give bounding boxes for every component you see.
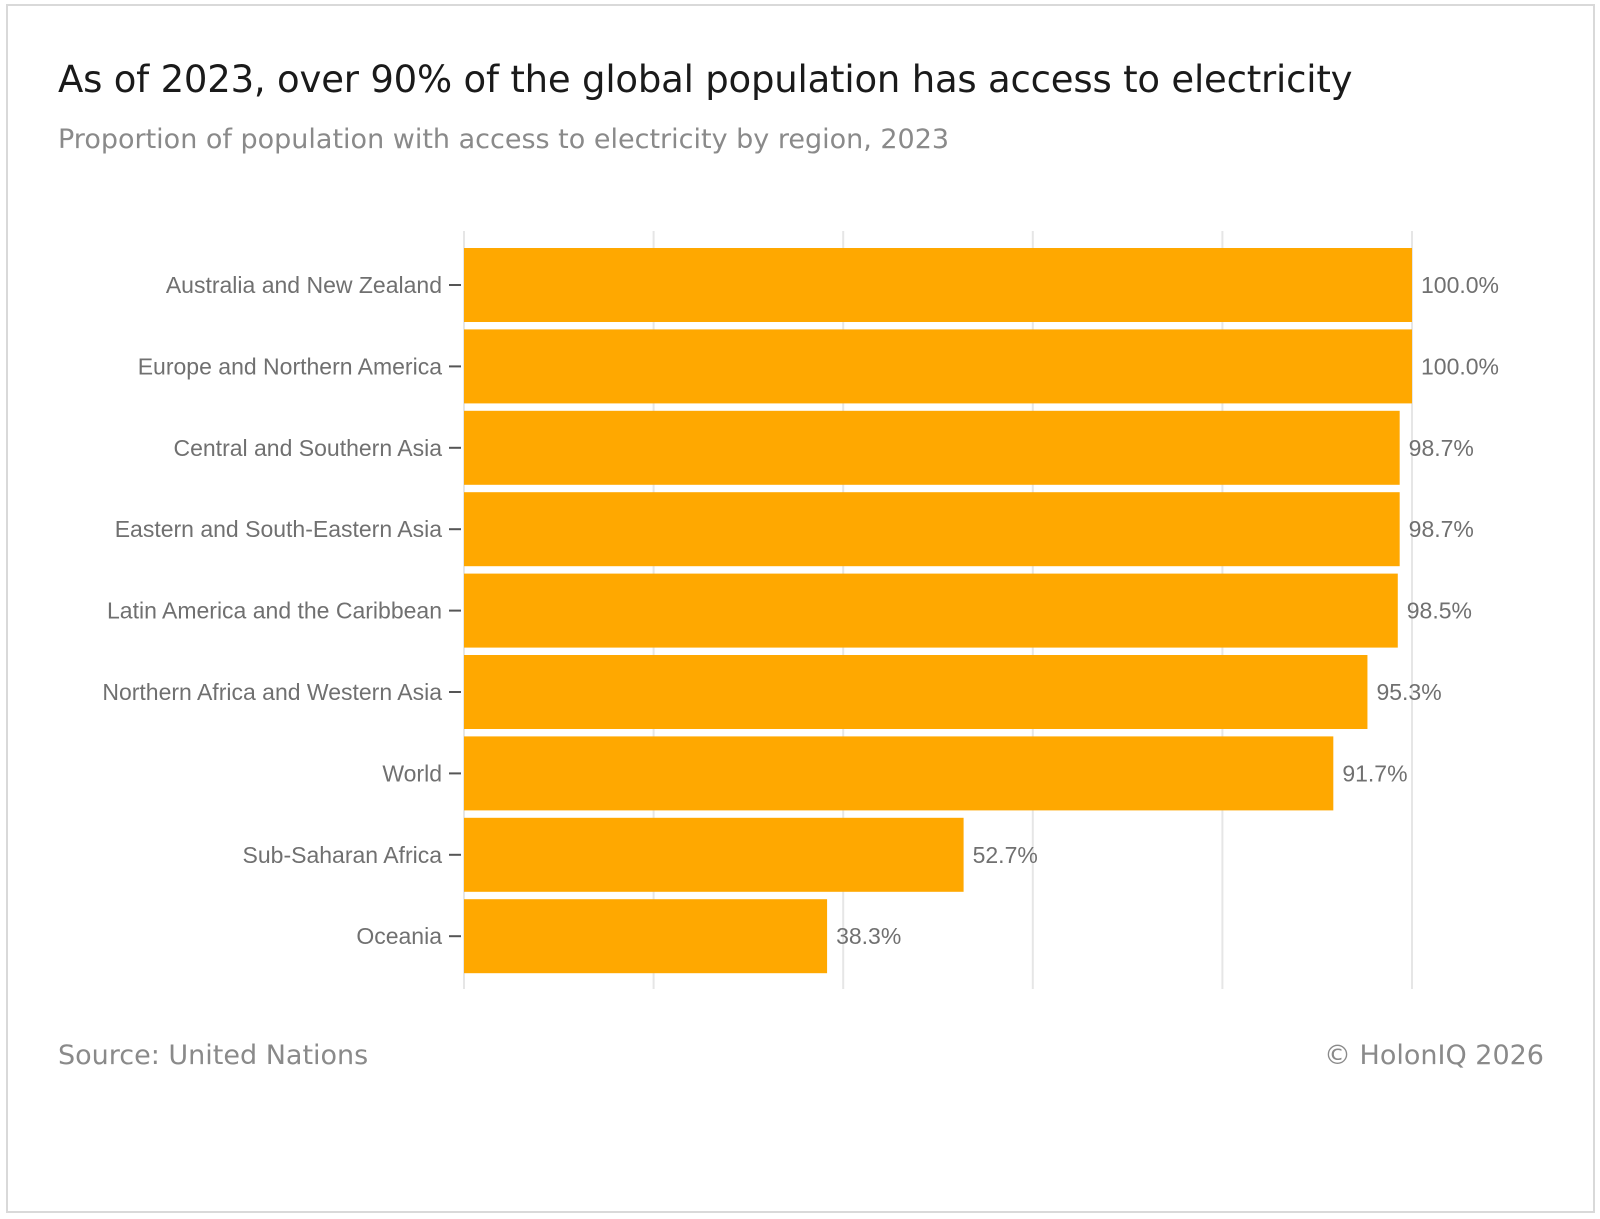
bar-4	[464, 573, 1398, 648]
source-note: Source: United Nations	[58, 1040, 369, 1071]
bar-1	[464, 329, 1412, 404]
data-label: 100.0%	[1421, 353, 1499, 379]
chart-subtitle: Proportion of population with access to …	[58, 124, 950, 155]
data-label: 38.3%	[836, 923, 901, 949]
category-label: Sub-Saharan Africa	[243, 842, 443, 868]
bar-6	[464, 736, 1334, 811]
bar-5	[464, 655, 1368, 729]
category-label: Central and Southern Asia	[173, 435, 442, 461]
data-label: 95.3%	[1376, 679, 1441, 705]
data-label: 52.7%	[973, 842, 1038, 868]
category-label: Northern Africa and Western Asia	[102, 679, 442, 705]
category-label: Australia and New Zealand	[166, 272, 442, 298]
category-label: Oceania	[356, 923, 442, 949]
category-label: World	[382, 760, 442, 786]
data-label: 98.7%	[1409, 516, 1474, 542]
data-label: 91.7%	[1342, 760, 1407, 786]
data-label: 98.5%	[1407, 598, 1472, 624]
category-label: Eastern and South-Eastern Asia	[115, 516, 443, 542]
data-label: 98.7%	[1409, 435, 1474, 461]
category-label: Europe and Northern America	[138, 353, 442, 379]
category-label: Latin America and the Caribbean	[107, 598, 442, 624]
data-label: 100.0%	[1421, 272, 1499, 298]
bar-3	[464, 492, 1400, 567]
chart-title: As of 2023, over 90% of the global popul…	[58, 58, 1353, 101]
bar-2	[464, 410, 1400, 485]
labels: Australia and New Zealand 100.0% Europe an…	[102, 272, 1499, 949]
bar-0	[464, 248, 1412, 322]
copyright-note: © HolonIQ 2026	[1323, 1040, 1544, 1071]
bar-8	[464, 899, 828, 974]
bar-7	[464, 817, 964, 892]
bars	[464, 248, 1412, 974]
